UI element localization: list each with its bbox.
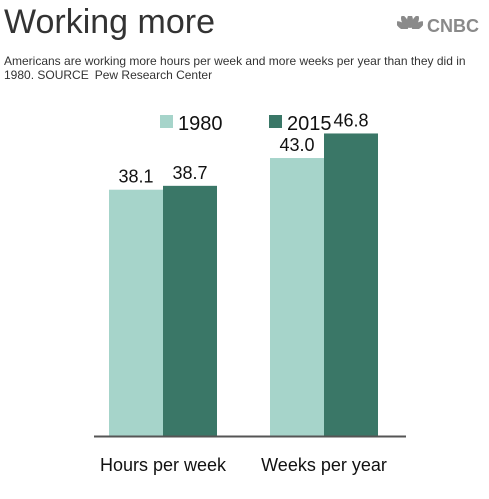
data-label-1980-1: 43.0 — [279, 135, 314, 155]
bar-2015-1 — [324, 133, 378, 436]
page-title: Working more — [4, 3, 215, 41]
brand-logo: CNBC — [397, 14, 479, 38]
source-name: Pew Research Center — [94, 68, 213, 82]
data-label-2015-0: 38.7 — [172, 163, 207, 183]
bar-2015-0 — [163, 185, 217, 436]
peacock-icon — [397, 16, 423, 36]
data-label-1980-0: 38.1 — [118, 167, 153, 187]
x-tick-label-1: Weeks per year — [261, 455, 387, 475]
chart-legend: 1980 2015 — [160, 113, 332, 135]
chart-subtitle: Americans are working more hours per wee… — [4, 54, 482, 82]
data-label-2015-1: 46.8 — [333, 110, 368, 130]
legend-label-1980: 1980 — [178, 113, 223, 135]
brand-name: CNBC — [427, 15, 479, 36]
legend-label-2015: 2015 — [287, 113, 332, 135]
subtitle-text: Americans are working more hours per wee… — [4, 54, 466, 82]
source-label: SOURCE — [37, 68, 89, 82]
bar-1980-0 — [109, 189, 163, 436]
legend-swatch-2015 — [269, 115, 282, 128]
bar-1980-1 — [270, 158, 324, 437]
x-tick-label-0: Hours per week — [100, 455, 227, 475]
legend-swatch-1980 — [160, 115, 173, 128]
